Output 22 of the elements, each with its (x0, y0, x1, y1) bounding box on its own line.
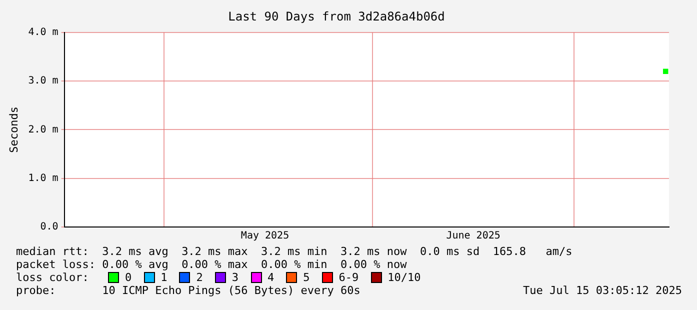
x-tick-label: June 2025 (446, 230, 500, 242)
y-tick-label: 4.0 m (28, 26, 58, 38)
chart-title: Last 90 Days from 3d2a86a4b06d (228, 9, 445, 24)
y-tick-label: 3.0 m (28, 76, 58, 87)
text: packet loss: 0.00 % avg 0.00 % max 0.00 % min 0.00 % now (16, 258, 408, 271)
y-tick-label: 0.0 (40, 222, 58, 233)
text: 0 (124, 271, 132, 284)
text: loss color: (16, 271, 90, 284)
text: median rtt: 3.2 ms avg 3.2 ms max 3.2 ms min 3.2 ms now 0.0 ms sd 165.8 am/s (16, 245, 574, 258)
text: probe: 10 ICMP Echo Pings (56 Bytes) every 60s (16, 284, 360, 297)
text: 2 (195, 271, 203, 284)
y-axis-title: Seconds (7, 106, 20, 153)
text: 10/10 (386, 271, 421, 284)
text: 5 (302, 271, 310, 284)
text: 4 (266, 271, 274, 284)
x-tick-label: May 2025 (240, 230, 290, 242)
text: 3 (230, 271, 238, 284)
y-tick-label: 1.0 m (28, 172, 58, 184)
text: Tue Jul 15 03:05:12 2025 (523, 284, 682, 297)
y-tick-label: 2.0 m (28, 124, 58, 136)
text: 1 (160, 271, 168, 284)
text: 6-9 (338, 271, 359, 284)
